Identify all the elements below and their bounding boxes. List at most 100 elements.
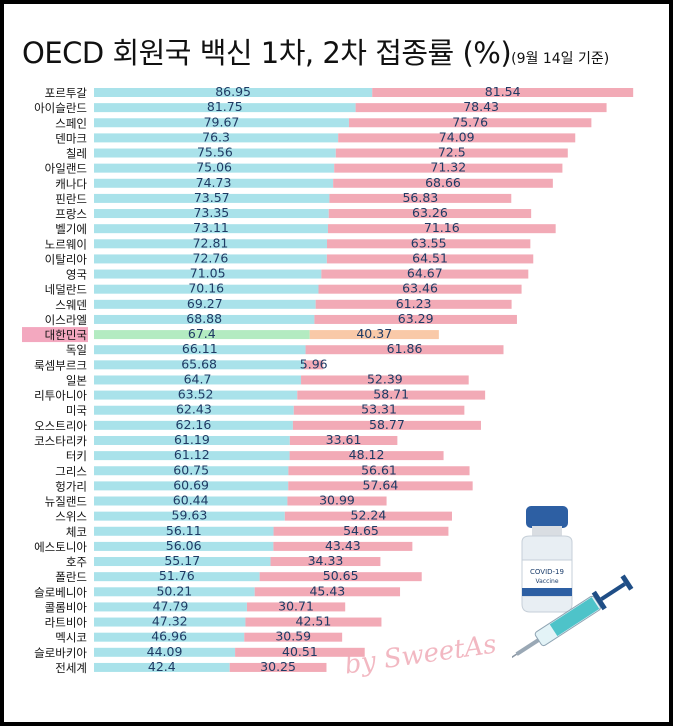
category-label: 콜롬비아 <box>45 600 88 614</box>
bar-dose2 <box>292 420 481 430</box>
bar-dose1 <box>94 617 246 627</box>
bar-dose1 <box>94 541 274 551</box>
value-label-dose2: 63.26 <box>412 205 448 220</box>
value-label-dose2: 34.33 <box>308 553 344 568</box>
category-label: 호주 <box>66 555 87 569</box>
bar-dose2 <box>327 224 556 234</box>
category-label: 이탈리아 <box>45 252 88 266</box>
bar-dose1 <box>94 163 335 173</box>
bar-dose1 <box>94 526 274 536</box>
value-label-dose2: 40.37 <box>356 326 392 341</box>
value-label-dose2: 75.76 <box>452 114 488 129</box>
category-label: 노르웨이 <box>45 237 87 251</box>
bar-dose1 <box>94 602 247 612</box>
bar-dose1 <box>94 314 315 324</box>
bar-dose2 <box>297 390 486 400</box>
category-label: 독일 <box>66 343 87 357</box>
value-label-dose1: 47.32 <box>152 614 188 629</box>
vial-label-line2: Vaccine <box>535 578 558 585</box>
bar-dose2 <box>288 466 470 476</box>
value-label-dose2: 64.51 <box>412 250 448 265</box>
bar-dose2 <box>273 541 413 551</box>
category-label: 라트비아 <box>45 616 88 630</box>
bar-dose2 <box>333 178 553 188</box>
bar-dose1 <box>94 239 327 249</box>
bar-dose1 <box>94 148 336 158</box>
bar-dose2 <box>372 88 634 97</box>
bar-dose2 <box>287 496 387 506</box>
bar-dose1 <box>94 405 294 415</box>
value-label-dose2: 58.77 <box>369 417 405 432</box>
bar-dose2 <box>246 602 346 612</box>
bar-dose1 <box>94 557 271 567</box>
category-label: 전세계 <box>55 661 87 675</box>
bar-dose2 <box>259 572 422 582</box>
value-label-dose2: 52.39 <box>367 371 403 386</box>
category-label: 스웨덴 <box>55 298 87 312</box>
bar-dose1 <box>94 451 290 461</box>
bar-dose2 <box>229 662 327 672</box>
bar-dose1 <box>94 284 319 294</box>
bar-dose2 <box>235 647 365 657</box>
bar-dose1 <box>94 360 305 370</box>
value-label-dose1: 61.12 <box>174 447 210 462</box>
bar-dose1 <box>94 632 245 642</box>
value-label-dose1: 72.81 <box>193 235 229 250</box>
bar-dose1 <box>94 587 255 597</box>
value-label-dose1: 73.11 <box>193 220 229 235</box>
value-label-dose2: 45.43 <box>309 583 345 598</box>
value-label-dose1: 59.63 <box>172 508 208 523</box>
value-label-dose1: 71.05 <box>190 266 226 281</box>
category-label: 슬로바키아 <box>34 646 87 660</box>
category-label: 그리스 <box>55 464 87 478</box>
bar-dose2 <box>288 481 473 491</box>
bar-dose2 <box>335 148 568 158</box>
bar-dose1 <box>94 209 329 219</box>
bar-dose1 <box>94 466 289 476</box>
value-label-dose2: 64.67 <box>407 266 443 281</box>
bar-dose1 <box>94 435 290 445</box>
category-label: 프랑스 <box>55 207 87 221</box>
value-label-dose2: 30.59 <box>275 629 311 644</box>
category-label: 포르투갈 <box>45 86 88 100</box>
bar-dose2 <box>309 330 439 340</box>
bar-dose1 <box>94 511 285 521</box>
value-label-dose2: 40.51 <box>282 644 318 659</box>
value-label-dose2: 61.86 <box>387 341 423 356</box>
category-label: 오스트리아 <box>34 419 87 433</box>
syringe-icon <box>512 574 634 669</box>
bar-dose1 <box>94 420 293 430</box>
bar-dose2 <box>348 118 592 128</box>
value-label-dose2: 71.16 <box>424 220 460 235</box>
bar-dose2 <box>289 451 444 461</box>
value-label-dose2: 30.71 <box>278 598 314 613</box>
value-label-dose1: 75.06 <box>196 160 232 175</box>
highlight-label-bg <box>22 327 88 343</box>
bar-dose2 <box>270 557 381 567</box>
category-label: 뉴질랜드 <box>45 495 87 509</box>
value-label-dose1: 73.35 <box>193 205 229 220</box>
value-label-dose2: 63.55 <box>411 235 447 250</box>
value-label-dose2: 63.29 <box>398 311 434 326</box>
value-label-dose2: 54.65 <box>343 523 379 538</box>
bar-dose1 <box>94 133 339 143</box>
bar-dose2 <box>304 360 324 370</box>
value-label-dose2: 42.51 <box>296 614 332 629</box>
category-label: 스위스 <box>55 510 87 524</box>
category-label: 네덜란드 <box>45 283 87 297</box>
category-label: 미국 <box>66 404 87 418</box>
value-label-dose1: 60.69 <box>173 477 209 492</box>
bar-dose2 <box>318 284 522 294</box>
bar-dose2 <box>301 375 469 385</box>
value-label-dose2: 56.61 <box>361 462 397 477</box>
value-label-dose2: 81.54 <box>485 84 521 99</box>
bar-dose1 <box>94 481 289 491</box>
bar-dose1 <box>94 224 328 234</box>
value-label-dose2: 74.09 <box>439 129 475 144</box>
category-label: 코스타리카 <box>34 434 87 448</box>
value-label-dose1: 73.57 <box>194 190 230 205</box>
value-label-dose1: 86.95 <box>215 84 251 99</box>
value-label-dose1: 56.11 <box>166 523 202 538</box>
value-label-dose2: 33.61 <box>326 432 362 447</box>
bar-dose1 <box>94 88 373 97</box>
